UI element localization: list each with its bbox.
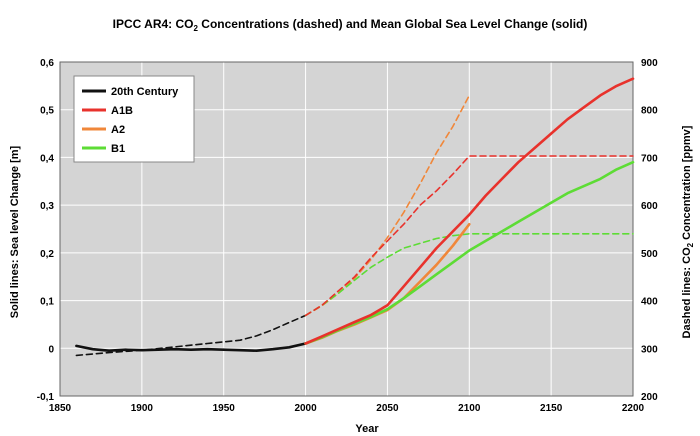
chart-title-suffix: Concentrations (dashed) and Mean Global … (198, 17, 587, 31)
x-tick-label: 2100 (458, 403, 481, 414)
tick-labels: 1850 1900 1950 2000 2050 2100 2150 2200 -0,1 0 0,1… (37, 58, 658, 414)
x-tick-label: 1900 (131, 403, 154, 414)
x-tick-label: 2200 (622, 403, 645, 414)
x-axis-label: Year (355, 423, 379, 435)
y-left-tick-label: 0 (48, 344, 54, 355)
plot-frame (59, 61, 634, 397)
x-tick-label: 2150 (540, 403, 563, 414)
x-tick-label: 1850 (49, 403, 72, 414)
y-left-tick-label: 0,4 (40, 153, 54, 164)
x-tick-label: 2050 (376, 403, 399, 414)
series-line-20th-century-solid (75, 342, 307, 353)
y-left-tick-label: 0,5 (40, 106, 54, 117)
series-line-b1-solid (304, 160, 635, 345)
y-right-tick-label: 200 (641, 392, 658, 403)
y-right-tick-label: 400 (641, 297, 658, 308)
chart-title-prefix: IPCC AR4: CO (113, 17, 194, 31)
y-axis-right-label: Dashed lines: CO2 Concentration [ppmv] (681, 125, 695, 338)
y-left-tick-label: 0,1 (40, 297, 54, 308)
x-tick-label: 2000 (294, 403, 317, 414)
legend-label-b1: B1 (111, 143, 125, 155)
y-right-tick-label: 900 (641, 58, 658, 69)
y-right-tick-label: 700 (641, 153, 658, 164)
x-tick-label: 1950 (213, 403, 236, 414)
y-left-tick-label: 0,6 (40, 58, 54, 69)
y-left-tick-label: 0,2 (40, 249, 54, 260)
series-line-a1b-dashed (304, 155, 634, 317)
series-line-20th-century-dashed (75, 314, 307, 357)
y-right-tick-label: 800 (641, 106, 658, 117)
series-line-b1-dashed (304, 233, 634, 317)
series-group (75, 77, 635, 357)
y-axis-right-label-subscript: 2 (686, 242, 695, 247)
legend-label-a1b: A1B (111, 105, 133, 117)
y-left-tick-label: -0,1 (37, 392, 55, 403)
chart-title: IPCC AR4: CO2 Concentrations (dashed) an… (113, 17, 588, 33)
y-right-tick-label: 300 (641, 344, 658, 355)
y-axis-right-label-suffix: Concentration [ppmv] (681, 125, 693, 243)
legend-label-20th-century: 20th Century (111, 86, 179, 98)
legend: 20th Century A1B A2 B1 (73, 75, 195, 163)
y-left-tick-label: 0,3 (40, 201, 54, 212)
y-right-tick-label: 600 (641, 201, 658, 212)
y-right-tick-label: 500 (641, 249, 658, 260)
series-line-a1b-solid (304, 77, 635, 345)
chart-title-subscript: 2 (194, 24, 199, 33)
legend-label-a2: A2 (111, 124, 125, 136)
y-axis-left-label: Solid lines: Sea level Change [m] (9, 145, 21, 318)
y-axis-right-label-prefix: Dashed lines: CO (681, 247, 693, 339)
